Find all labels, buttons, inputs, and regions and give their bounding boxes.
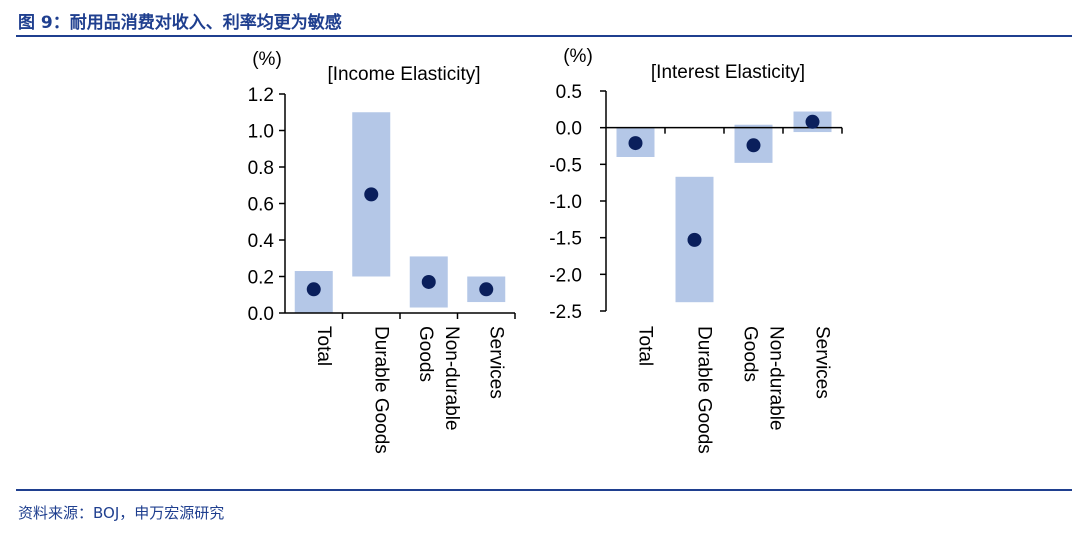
- figure-title: 图 9：耐用品消费对收入、利率均更为敏感: [18, 13, 342, 33]
- data-point-2: [687, 232, 702, 247]
- category-label-line: Goods: [415, 326, 436, 382]
- data-point-3: [421, 274, 436, 289]
- data-point-1: [628, 136, 643, 151]
- data-point-3: [746, 138, 761, 153]
- panel-label: [Income Elasticity]: [327, 64, 480, 85]
- category-label-2: Durable Goods: [370, 326, 391, 454]
- source-note: 资料来源：BOJ，申万宏源研究: [18, 504, 225, 522]
- category-label-line: Goods: [740, 326, 761, 382]
- category-label-line: Non-durable: [441, 326, 462, 431]
- category-label-3: Non-durableGoods: [415, 326, 462, 431]
- y-tick-label: 0.8: [248, 158, 274, 179]
- category-label-4: Services: [812, 326, 833, 399]
- y-tick-label: 0.2: [248, 268, 274, 289]
- category-label-1: Total: [635, 326, 656, 366]
- category-label-line: Total: [313, 326, 334, 366]
- y-tick-label: -0.5: [549, 155, 582, 176]
- y-tick-label: 0.5: [556, 82, 582, 103]
- chart-panel-1: (%) [Income Elasticity] 0.0 0.2 0.4 0.6 0.8 1.0…: [248, 49, 516, 454]
- category-label-line: Services: [812, 326, 833, 399]
- category-label-4: Services: [485, 326, 506, 399]
- y-tick-label: 0.0: [556, 119, 582, 140]
- unit-label: (%): [563, 46, 593, 67]
- y-tick-label: 0.6: [248, 195, 274, 216]
- bottom-divider: [16, 489, 1072, 491]
- data-point-1: [306, 282, 321, 297]
- panel-label: [Interest Elasticity]: [651, 62, 805, 83]
- top-divider: [16, 35, 1072, 37]
- category-label-line: Total: [635, 326, 656, 366]
- y-tick-label: -2.5: [549, 302, 582, 323]
- data-point-4: [805, 114, 820, 129]
- chart-panel-2: (%) [Interest Elasticity] -2.5 -2.0 -1.5 -1.0…: [549, 46, 843, 454]
- y-tick-label: 1.2: [248, 85, 274, 106]
- y-tick-label: 0.0: [248, 304, 274, 325]
- y-tick-label: -2.0: [549, 265, 582, 286]
- y-tick-label: -1.0: [549, 192, 582, 213]
- category-label-1: Total: [313, 326, 334, 366]
- data-point-2: [364, 187, 379, 202]
- category-label-2: Durable Goods: [694, 326, 715, 454]
- y-tick-label: 1.0: [248, 122, 274, 143]
- category-label-line: Durable Goods: [694, 326, 715, 454]
- category-label-3: Non-durableGoods: [740, 326, 787, 431]
- y-tick-label: -1.5: [549, 229, 582, 250]
- unit-label: (%): [252, 49, 282, 70]
- category-label-line: Durable Goods: [370, 326, 391, 454]
- y-tick-label: 0.4: [248, 231, 275, 252]
- category-label-line: Non-durable: [766, 326, 787, 431]
- category-label-line: Services: [485, 326, 506, 399]
- data-point-4: [479, 282, 494, 297]
